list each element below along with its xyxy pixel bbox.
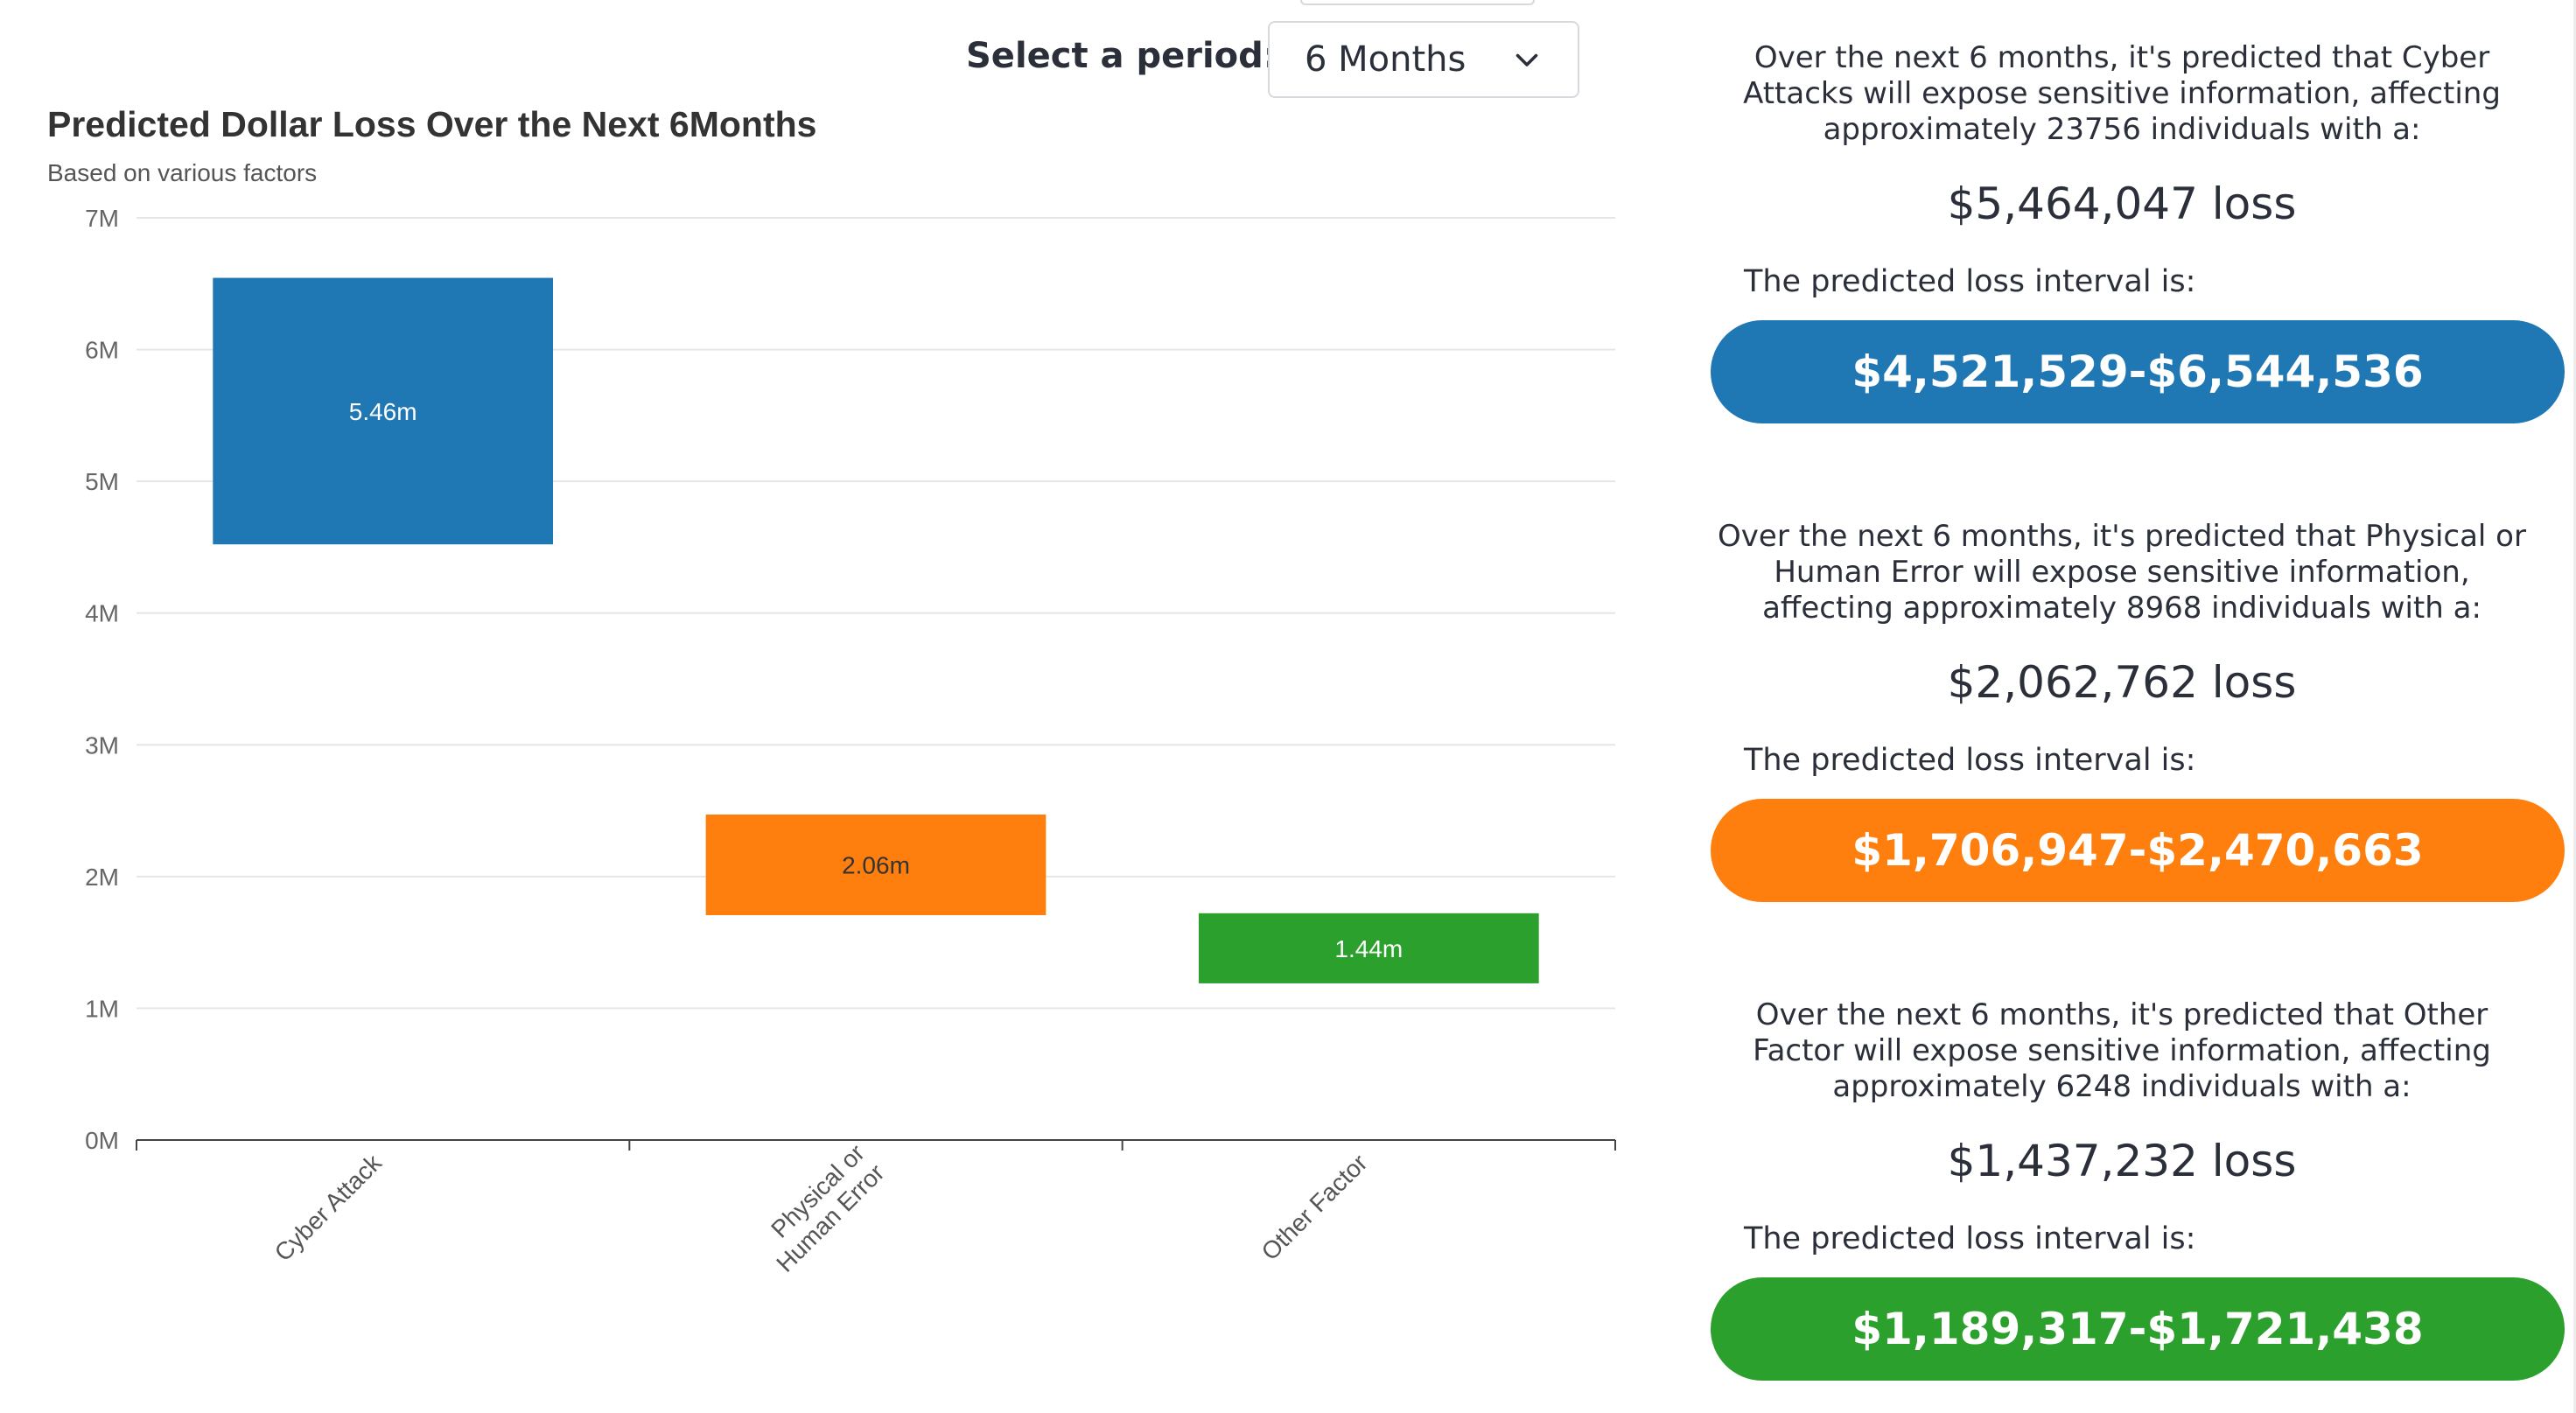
y-tick-label: 5M	[85, 468, 119, 495]
bar-data-label: 5.46m	[349, 398, 417, 425]
y-tick-label: 6M	[85, 337, 119, 364]
loss-amount: $1,437,232 loss	[1947, 1136, 2297, 1186]
prediction-panel: Over the next 6 months, it's predicted t…	[1711, 0, 2576, 1413]
dropdown-edge	[1300, 0, 1535, 5]
x-tick-label: Cyber Attack	[270, 1149, 388, 1267]
bar[interactable]	[705, 814, 1046, 915]
period-select[interactable]: 6 Months	[1268, 21, 1579, 98]
loss-amount: $5,464,047 loss	[1947, 178, 2297, 229]
bar[interactable]	[1198, 913, 1539, 983]
panel-divider	[2573, 0, 2576, 1413]
period-label: Select a period:-	[966, 36, 1292, 76]
prediction-text: Over the next 6 months, it's predicted t…	[1743, 40, 2501, 147]
x-tick-label: Physical orHuman Error	[752, 1139, 890, 1277]
period-select-value: 6 Months	[1305, 39, 1466, 80]
interval-badge: $4,521,529-$6,544,536	[1711, 320, 2565, 423]
interval-label: The predicted loss interval is:	[1744, 743, 2196, 778]
bar-data-label: 1.44m	[1334, 935, 1403, 962]
bar-data-label: 2.06m	[842, 851, 910, 878]
x-tick-label: Other Factor	[1256, 1149, 1373, 1265]
interval-badge: $1,189,317-$1,721,438	[1711, 1277, 2565, 1381]
chevron-down-icon	[1516, 53, 1538, 66]
interval-label: The predicted loss interval is:	[1744, 1221, 2196, 1256]
y-tick-label: 0M	[85, 1127, 119, 1154]
y-tick-label: 2M	[85, 864, 119, 891]
loss-amount: $2,062,762 loss	[1947, 657, 2297, 708]
prediction-text: Over the next 6 months, it's predicted t…	[1718, 519, 2526, 626]
prediction-text: Over the next 6 months, it's predicted t…	[1753, 997, 2491, 1104]
chart-subtitle: Based on various factors	[47, 159, 317, 186]
y-tick-label: 7M	[85, 205, 119, 232]
interval-label: The predicted loss interval is:	[1744, 264, 2196, 299]
y-tick-label: 3M	[85, 731, 119, 759]
interval-badge: $1,706,947-$2,470,663	[1711, 799, 2565, 902]
y-tick-label: 1M	[85, 995, 119, 1022]
bar[interactable]	[213, 277, 554, 545]
chart-title: Predicted Dollar Loss Over the Next 6Mon…	[47, 104, 816, 144]
y-tick-label: 4M	[85, 600, 119, 627]
loss-chart: Predicted Dollar Loss Over the Next 6Mon…	[47, 104, 1616, 1277]
